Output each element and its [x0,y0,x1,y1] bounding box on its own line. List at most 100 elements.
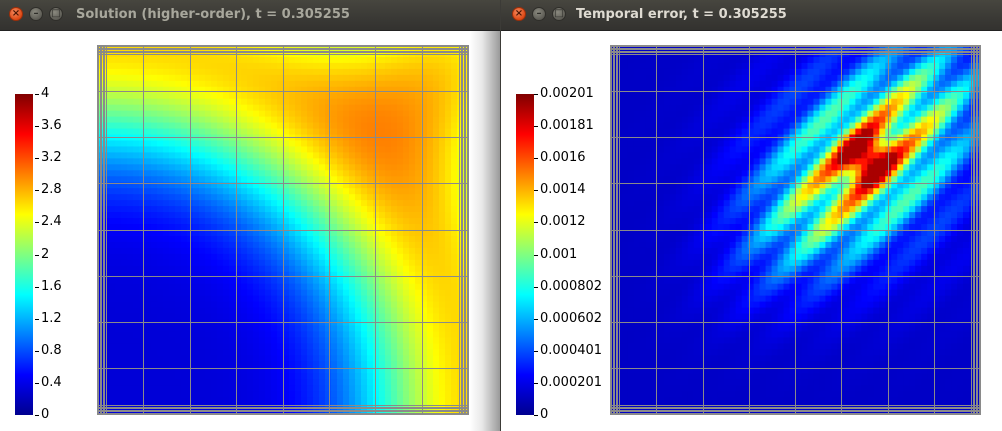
heatmap-cell [181,247,188,255]
heatmap-cell [163,295,170,303]
heatmap-cell [163,301,170,309]
heatmap-cell [651,104,659,112]
heatmap-cell [337,170,344,177]
heatmap-cell [909,62,916,70]
heatmap-cell [385,158,392,165]
heatmap-cell [391,110,398,118]
heatmap-cell [409,56,416,64]
heatmap-cell [445,355,452,362]
heatmap-cell [361,92,368,100]
heatmap-cell [855,122,862,130]
window-titlebar[interactable]: × – □ Temporal error, t = 0.305255 [501,0,1002,31]
heatmap-cell [223,265,230,273]
heatmap-cell [295,343,302,350]
heatmap-cell [307,230,314,237]
heatmap-cell [457,403,464,410]
heatmap-cell [349,337,356,344]
heatmap-cell [729,98,737,106]
heatmap-cell [217,158,224,165]
heatmap-cell [789,74,797,82]
heatmap-cell [421,337,428,344]
heatmap-cell [211,146,218,154]
heatmap-cell [235,367,242,374]
heatmap-cell [451,379,458,386]
heatmap-cell [427,170,434,177]
close-window-button[interactable]: × [9,7,23,21]
error-plot[interactable] [610,45,981,415]
heatmap-cell [445,182,452,189]
heatmap-cell [223,176,230,183]
heatmap-cell [247,206,254,213]
heatmap-cell [301,343,308,350]
heatmap-cell [337,86,344,94]
heatmap-cell [843,116,850,124]
heatmap-cell [379,200,386,207]
heatmap-cell [433,116,440,124]
heatmap-cell [777,116,785,124]
heatmap-cell [729,104,737,112]
heatmap-cell [367,74,374,82]
heatmap-cell [705,110,713,118]
heatmap-cell [229,283,236,291]
heatmap-cell [897,104,904,112]
close-window-button[interactable]: × [512,7,526,21]
temporal-error-window[interactable]: × – □ Temporal error, t = 0.305255 0.002… [501,0,1002,431]
heatmap-cell [325,313,332,321]
heatmap-cell [127,295,134,303]
plot-area[interactable]: 4 3.6 3.2 2.8 2.4 2 1.6 1.2 0.8 0.4 0 [0,31,500,431]
heatmap-cell [157,152,164,159]
heatmap-cell [457,164,464,171]
solution-plot[interactable] [97,45,469,415]
heatmap-cell [157,409,164,415]
heatmap-cell [337,349,344,356]
heatmap-cell [181,188,188,195]
heatmap-cell [349,253,356,261]
heatmap-cell [415,86,422,94]
heatmap-cell [247,253,254,261]
heatmap-cell [421,164,428,171]
heatmap-cell [319,349,326,356]
minimize-window-button[interactable]: – [29,7,43,21]
window-titlebar[interactable]: × – □ Solution (higher-order), t = 0.305… [0,0,500,31]
heatmap-cell [361,355,368,362]
heatmap-cell [253,194,260,201]
minimize-window-button[interactable]: – [532,7,546,21]
heatmap-cell [349,331,356,339]
heatmap-cell [921,122,928,130]
heatmap-cell [325,188,332,195]
heatmap-cell [223,349,230,356]
heatmap-cell [421,56,428,64]
heatmap-cell [169,307,176,315]
heatmap-cell [409,230,416,237]
heatmap-cell [277,92,284,100]
heatmap-cell [145,403,152,410]
heatmap-cell [115,259,122,267]
heatmap-cell [975,74,981,82]
heatmap-cell [325,230,332,237]
heatmap-cell [373,104,380,112]
solution-window[interactable]: × – □ Solution (higher-order), t = 0.305… [0,0,500,431]
heatmap-cell [451,206,458,213]
heatmap-cell [663,128,671,136]
heatmap-cell [403,164,410,171]
heatmap-cell [289,373,296,380]
heatmap-cell [271,337,278,344]
heatmap-cell [133,253,140,261]
maximize-window-button[interactable]: □ [49,7,63,21]
heatmap-cell [403,122,410,130]
heatmap-cell [217,283,224,291]
heatmap-cell [343,253,350,261]
heatmap-cell [109,247,116,255]
heatmap-cell [355,230,362,237]
heatmap-cell [621,116,629,124]
plot-area[interactable]: 0.00201 0.00181 0.0016 0.0014 0.0012 0.001 0.0… [501,31,1002,431]
heatmap-cell [385,313,392,321]
maximize-window-button[interactable]: □ [552,7,566,21]
heatmap-cell [229,146,236,154]
heatmap-cell [373,200,380,207]
heatmap-cell [771,140,779,148]
heatmap-cell [433,200,440,207]
heatmap-cell [211,206,218,213]
heatmap-cell [205,259,212,267]
heatmap-cell [789,62,797,70]
